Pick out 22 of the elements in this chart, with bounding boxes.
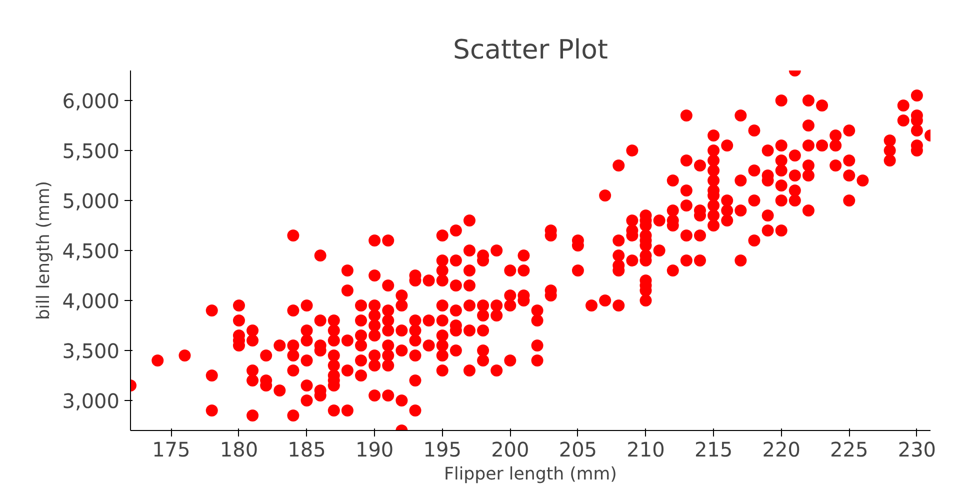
x-tick-label: 230 [898,438,936,462]
y-tick-label: 4,500 [62,239,120,263]
x-tick-label: 205 [558,438,598,462]
x-tick-label: 200 [491,438,530,462]
y-tick-label: 5,500 [62,139,120,163]
x-tick-label: 225 [830,438,868,462]
chart-title: Scatter Plot [453,34,608,66]
y-tick-label: 4,000 [62,289,120,313]
y-tick-label: 3,500 [62,339,120,363]
y-tick-label: 6,000 [62,89,120,113]
y-axis-title: bill length (mm) [34,181,54,320]
x-tick-label: 185 [288,438,326,462]
x-tick-label: 210 [626,438,665,462]
x-tick-label: 175 [152,438,190,462]
y-tick-label: 5,000 [62,189,120,213]
x-tick-label: 180 [220,438,258,462]
x-axis-title: Flipper length (mm) [444,464,617,484]
x-tick-label: 190 [355,438,394,462]
x-tick-label: 195 [423,438,462,462]
x-tick-label: 220 [762,438,800,462]
x-tick-label: 215 [694,438,733,462]
y-tick-label: 3,000 [62,389,120,413]
